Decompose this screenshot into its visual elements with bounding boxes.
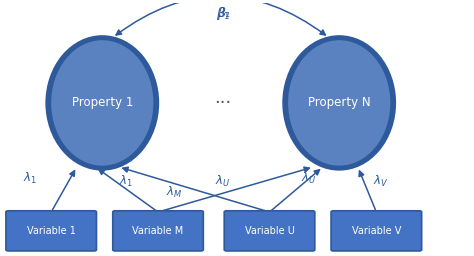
FancyBboxPatch shape — [113, 211, 203, 251]
Text: $\lambda_U$: $\lambda_U$ — [301, 171, 317, 186]
Ellipse shape — [51, 40, 154, 166]
FancyBboxPatch shape — [224, 211, 315, 251]
Text: $\lambda_U$: $\lambda_U$ — [215, 174, 231, 189]
Text: $\lambda_1$: $\lambda_1$ — [23, 171, 37, 186]
Text: Property 1: Property 1 — [72, 97, 133, 109]
Ellipse shape — [46, 35, 159, 171]
Text: Variable V: Variable V — [352, 226, 401, 236]
FancyBboxPatch shape — [6, 211, 97, 251]
Ellipse shape — [283, 35, 396, 171]
Text: $\lambda_1$: $\lambda_1$ — [118, 174, 133, 189]
Text: $\lambda_M$: $\lambda_M$ — [166, 184, 182, 199]
Text: $\lambda_V$: $\lambda_V$ — [373, 174, 389, 189]
Ellipse shape — [288, 40, 390, 166]
Text: ···: ··· — [214, 94, 232, 112]
FancyBboxPatch shape — [331, 211, 422, 251]
Text: Property N: Property N — [308, 97, 371, 109]
Text: β₁: β₁ — [217, 7, 229, 20]
Text: $\beta_1$: $\beta_1$ — [216, 5, 230, 22]
Text: Variable M: Variable M — [132, 226, 183, 236]
Text: Variable 1: Variable 1 — [27, 226, 76, 236]
Text: Variable U: Variable U — [245, 226, 294, 236]
FancyArrowPatch shape — [116, 0, 325, 35]
